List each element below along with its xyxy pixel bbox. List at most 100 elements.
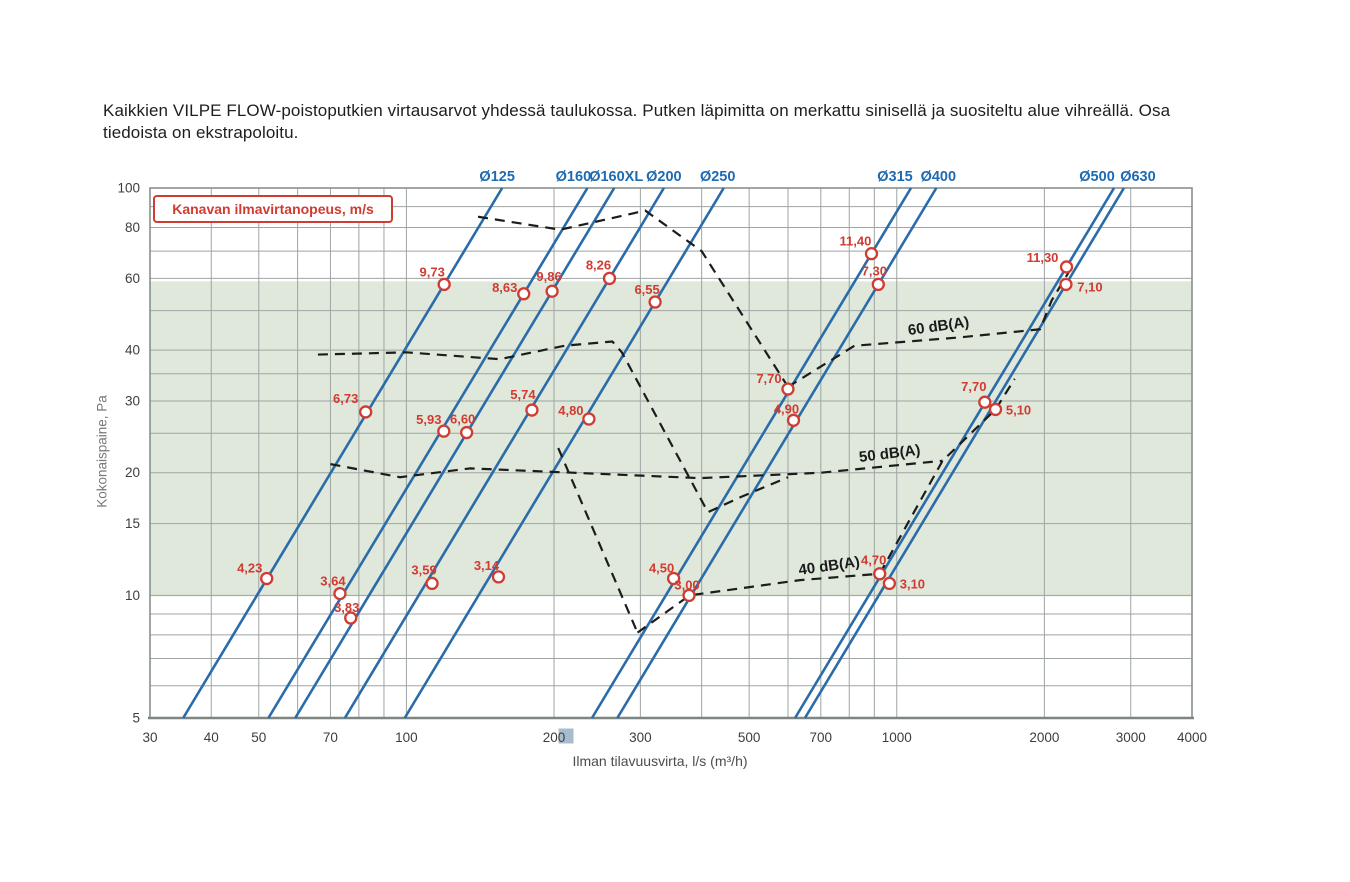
y-tick-label: 40 — [125, 343, 140, 358]
data-point-label: 11,30 — [1027, 250, 1059, 265]
data-point-Ø315 — [666, 571, 681, 586]
data-point-Ø630 — [988, 402, 1003, 417]
x-tick-label: 3000 — [1116, 730, 1146, 745]
y-tick-label: 10 — [125, 588, 140, 603]
data-point-Ø160 — [333, 586, 347, 601]
data-point-label: 3,83 — [334, 600, 359, 615]
x-tick-label: 100 — [395, 730, 418, 745]
data-point-Ø250 — [648, 295, 662, 309]
diameter-line-Ø400 — [616, 187, 938, 719]
data-point-Ø160 — [517, 287, 531, 301]
y-tick-label: 20 — [125, 465, 140, 480]
y-tick-label: 15 — [125, 516, 140, 531]
data-point-Ø125 — [437, 277, 451, 292]
x-tick-label: 300 — [629, 730, 652, 745]
x-tick-label: 2000 — [1029, 730, 1059, 745]
legend-label: Kanavan ilmavirtanopeus, m/s — [172, 201, 374, 217]
data-point-label: 3,14 — [474, 558, 500, 573]
data-point-label: 8,63 — [492, 280, 517, 295]
x-tick-label: 30 — [142, 730, 157, 745]
diameter-label-Ø500: Ø500 — [1079, 169, 1114, 185]
x-tick-label: 50 — [251, 730, 266, 745]
data-point-label: 4,70 — [861, 553, 886, 568]
data-point-Ø500 — [873, 567, 887, 581]
diameter-label-Ø200: Ø200 — [646, 169, 681, 185]
data-point-Ø125 — [260, 571, 274, 586]
x-tick-label: 70 — [323, 730, 338, 745]
diameter-label-Ø160XL: Ø160XL — [589, 169, 643, 185]
data-point-label: 7,70 — [756, 371, 781, 386]
data-point-Ø125 — [359, 405, 373, 419]
data-point-label: 3,00 — [674, 577, 699, 592]
data-point-label: 9,86 — [536, 269, 561, 284]
data-point-label: 6,60 — [450, 412, 475, 427]
data-point-Ø500 — [1059, 260, 1074, 274]
data-point-label: 4,23 — [237, 561, 262, 576]
tick-highlight — [558, 728, 574, 744]
data-point-label: 6,73 — [333, 391, 358, 406]
data-point-label: 3,59 — [411, 562, 436, 577]
data-point-label: 5,93 — [416, 412, 441, 427]
data-point-label: 6,55 — [634, 282, 659, 297]
db-envelope-top — [477, 209, 789, 388]
y-tick-label: 100 — [117, 181, 140, 196]
diameter-line-Ø125 — [182, 187, 504, 719]
x-tick-label: 4000 — [1177, 730, 1207, 745]
data-point-Ø200 — [425, 576, 439, 591]
data-point-Ø250 — [582, 412, 596, 426]
diameter-line-Ø315 — [590, 187, 913, 719]
data-point-Ø160XL — [460, 425, 474, 440]
diameter-line-Ø630 — [803, 187, 1126, 719]
diameter-label-Ø125: Ø125 — [479, 169, 514, 185]
x-axis-title: Ilman tilavuusvirta, l/s (m³/h) — [572, 753, 748, 769]
data-point-label: 4,80 — [558, 403, 583, 418]
diameter-label-Ø250: Ø250 — [700, 169, 735, 185]
diameter-label-Ø315: Ø315 — [877, 169, 912, 185]
y-tick-label: 80 — [125, 220, 140, 235]
y-tick-label: 30 — [125, 394, 140, 409]
data-point-Ø200 — [602, 271, 617, 286]
data-point-label: 7,70 — [961, 379, 986, 394]
data-point-Ø200 — [525, 403, 539, 417]
y-tick-label: 60 — [125, 271, 140, 286]
data-point-label: 11,40 — [840, 234, 872, 249]
data-point-label: 7,30 — [862, 263, 887, 278]
y-axis-title: Kokonaispaine, Pa — [94, 395, 110, 508]
data-point-Ø400 — [682, 588, 696, 603]
x-tick-label: 200 — [543, 730, 566, 745]
db-contour-60db — [787, 272, 1070, 388]
x-tick-label: 700 — [810, 730, 833, 745]
data-point-label: 4,90 — [774, 401, 799, 416]
recommended-band — [150, 281, 1192, 597]
data-point-Ø250 — [491, 570, 506, 584]
page-title: Kaikkien VILPE FLOW-poistoputkien virtau… — [103, 101, 1171, 142]
data-point-Ø160XL — [545, 284, 559, 298]
y-tick-label: 5 — [132, 711, 140, 726]
diameter-line-Ø160XL — [294, 187, 616, 719]
x-tick-label: 500 — [738, 730, 761, 745]
db-contour-50db — [330, 459, 943, 480]
x-tick-label: 1000 — [882, 730, 912, 745]
data-point-Ø315 — [864, 246, 879, 261]
diameter-label-Ø400: Ø400 — [921, 169, 956, 185]
data-point-label: 5,10 — [1006, 402, 1031, 417]
data-point-label: 5,74 — [510, 387, 536, 402]
db-branch-up — [878, 378, 1016, 575]
data-point-Ø630 — [1059, 277, 1073, 292]
data-point-label: 3,64 — [320, 574, 346, 589]
data-point-Ø315 — [781, 382, 795, 396]
diameter-label-Ø630: Ø630 — [1120, 169, 1155, 185]
data-point-label: 9,73 — [420, 264, 445, 279]
data-point-Ø500 — [978, 395, 992, 409]
data-point-Ø400 — [871, 277, 885, 292]
diameter-line-Ø160 — [267, 187, 589, 719]
data-point-label: 3,10 — [900, 576, 925, 591]
db-envelope-mid — [317, 340, 789, 514]
data-point-label: 8,26 — [586, 257, 611, 272]
diameter-line-Ø250 — [403, 187, 725, 719]
data-point-label: 7,10 — [1077, 279, 1102, 294]
data-point-Ø400 — [786, 413, 801, 427]
data-point-Ø630 — [882, 576, 897, 591]
